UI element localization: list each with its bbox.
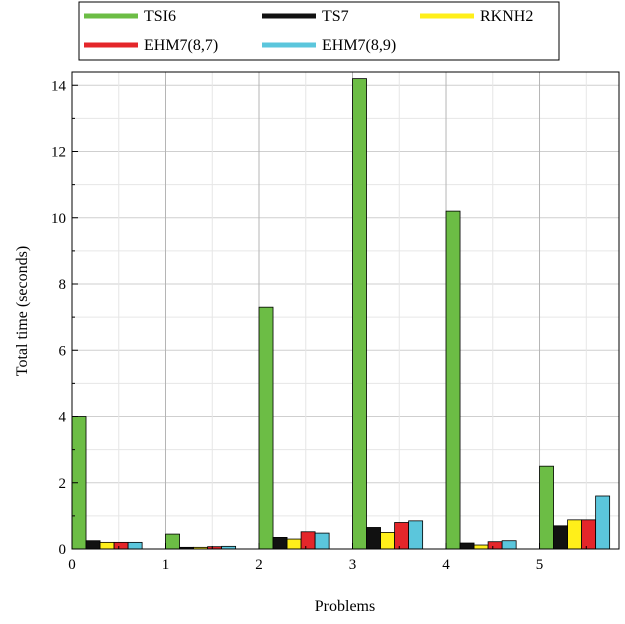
x-tick-label: 2 xyxy=(255,557,263,573)
bar-rknh2-problem-5 xyxy=(567,519,582,550)
bar-rknh2-problem-2 xyxy=(286,538,302,550)
legend-label: TS7 xyxy=(322,8,349,25)
bar-ehm7-8-7--problem-3 xyxy=(394,522,410,550)
bar-tsi6-problem-3 xyxy=(352,78,367,550)
x-axis-title: Problems xyxy=(315,598,375,615)
y-tick-label: 14 xyxy=(51,78,67,94)
bar-ehm7-8-9--problem-5 xyxy=(595,495,611,550)
y-tick-label: 10 xyxy=(51,211,66,227)
bar-ehm7-8-9--problem-3 xyxy=(408,520,424,550)
bar-ts7-problem-3 xyxy=(366,527,381,550)
legend: TSI6 TS7 RKNH2 EHM7(8,7) EHM7(8,9) xyxy=(78,1,560,61)
legend-label: EHM7(8,9) xyxy=(322,37,396,54)
bar-ts7-problem-4 xyxy=(459,542,475,550)
bar-ehm7-8-7--problem-4 xyxy=(487,541,503,550)
y-tick-label: 12 xyxy=(51,145,66,161)
bar-tsi6-problem-2 xyxy=(258,306,274,550)
y-tick-label: 2 xyxy=(59,476,67,492)
bar-ehm7-8-7--problem-5 xyxy=(581,519,597,550)
bar-rknh2-problem-3 xyxy=(380,532,395,550)
legend-label: TSI6 xyxy=(144,8,176,25)
bar-tsi6-problem-1 xyxy=(165,533,180,550)
bar-ts7-problem-0 xyxy=(85,540,101,550)
x-tick-label: 4 xyxy=(442,557,450,573)
bar-tsi6-problem-5 xyxy=(539,465,554,550)
bar-ehm7-8-7--problem-0 xyxy=(113,541,129,550)
bar-ts7-problem-2 xyxy=(272,537,288,550)
bar-ehm7-8-9--problem-2 xyxy=(314,532,330,550)
x-tick-label: 0 xyxy=(68,557,76,573)
x-tick-label: 3 xyxy=(349,557,357,573)
bar-ehm7-8-7--problem-2 xyxy=(300,531,316,550)
y-tick-label: 6 xyxy=(59,343,67,359)
x-tick-label: 5 xyxy=(536,557,544,573)
legend-box xyxy=(78,1,560,61)
y-axis-title: Total time (seconds) xyxy=(14,246,31,376)
bars xyxy=(71,78,611,550)
x-tick-label: 1 xyxy=(162,557,170,573)
gridlines xyxy=(71,72,619,550)
y-tick-label: 4 xyxy=(59,410,67,426)
bar-ts7-problem-5 xyxy=(553,525,568,550)
bar-rknh2-problem-4 xyxy=(473,544,489,550)
legend-label: EHM7(8,7) xyxy=(144,37,218,54)
bar-ehm7-8-9--problem-0 xyxy=(127,541,143,550)
bar-rknh2-problem-0 xyxy=(99,541,115,550)
y-tick-label: 0 xyxy=(59,542,67,558)
y-tick-label: 8 xyxy=(59,277,67,293)
legend-label: RKNH2 xyxy=(480,8,533,25)
bar-ehm7-8-9--problem-4 xyxy=(501,540,517,550)
plot-frame xyxy=(71,71,620,550)
bar-tsi6-problem-4 xyxy=(445,210,461,550)
